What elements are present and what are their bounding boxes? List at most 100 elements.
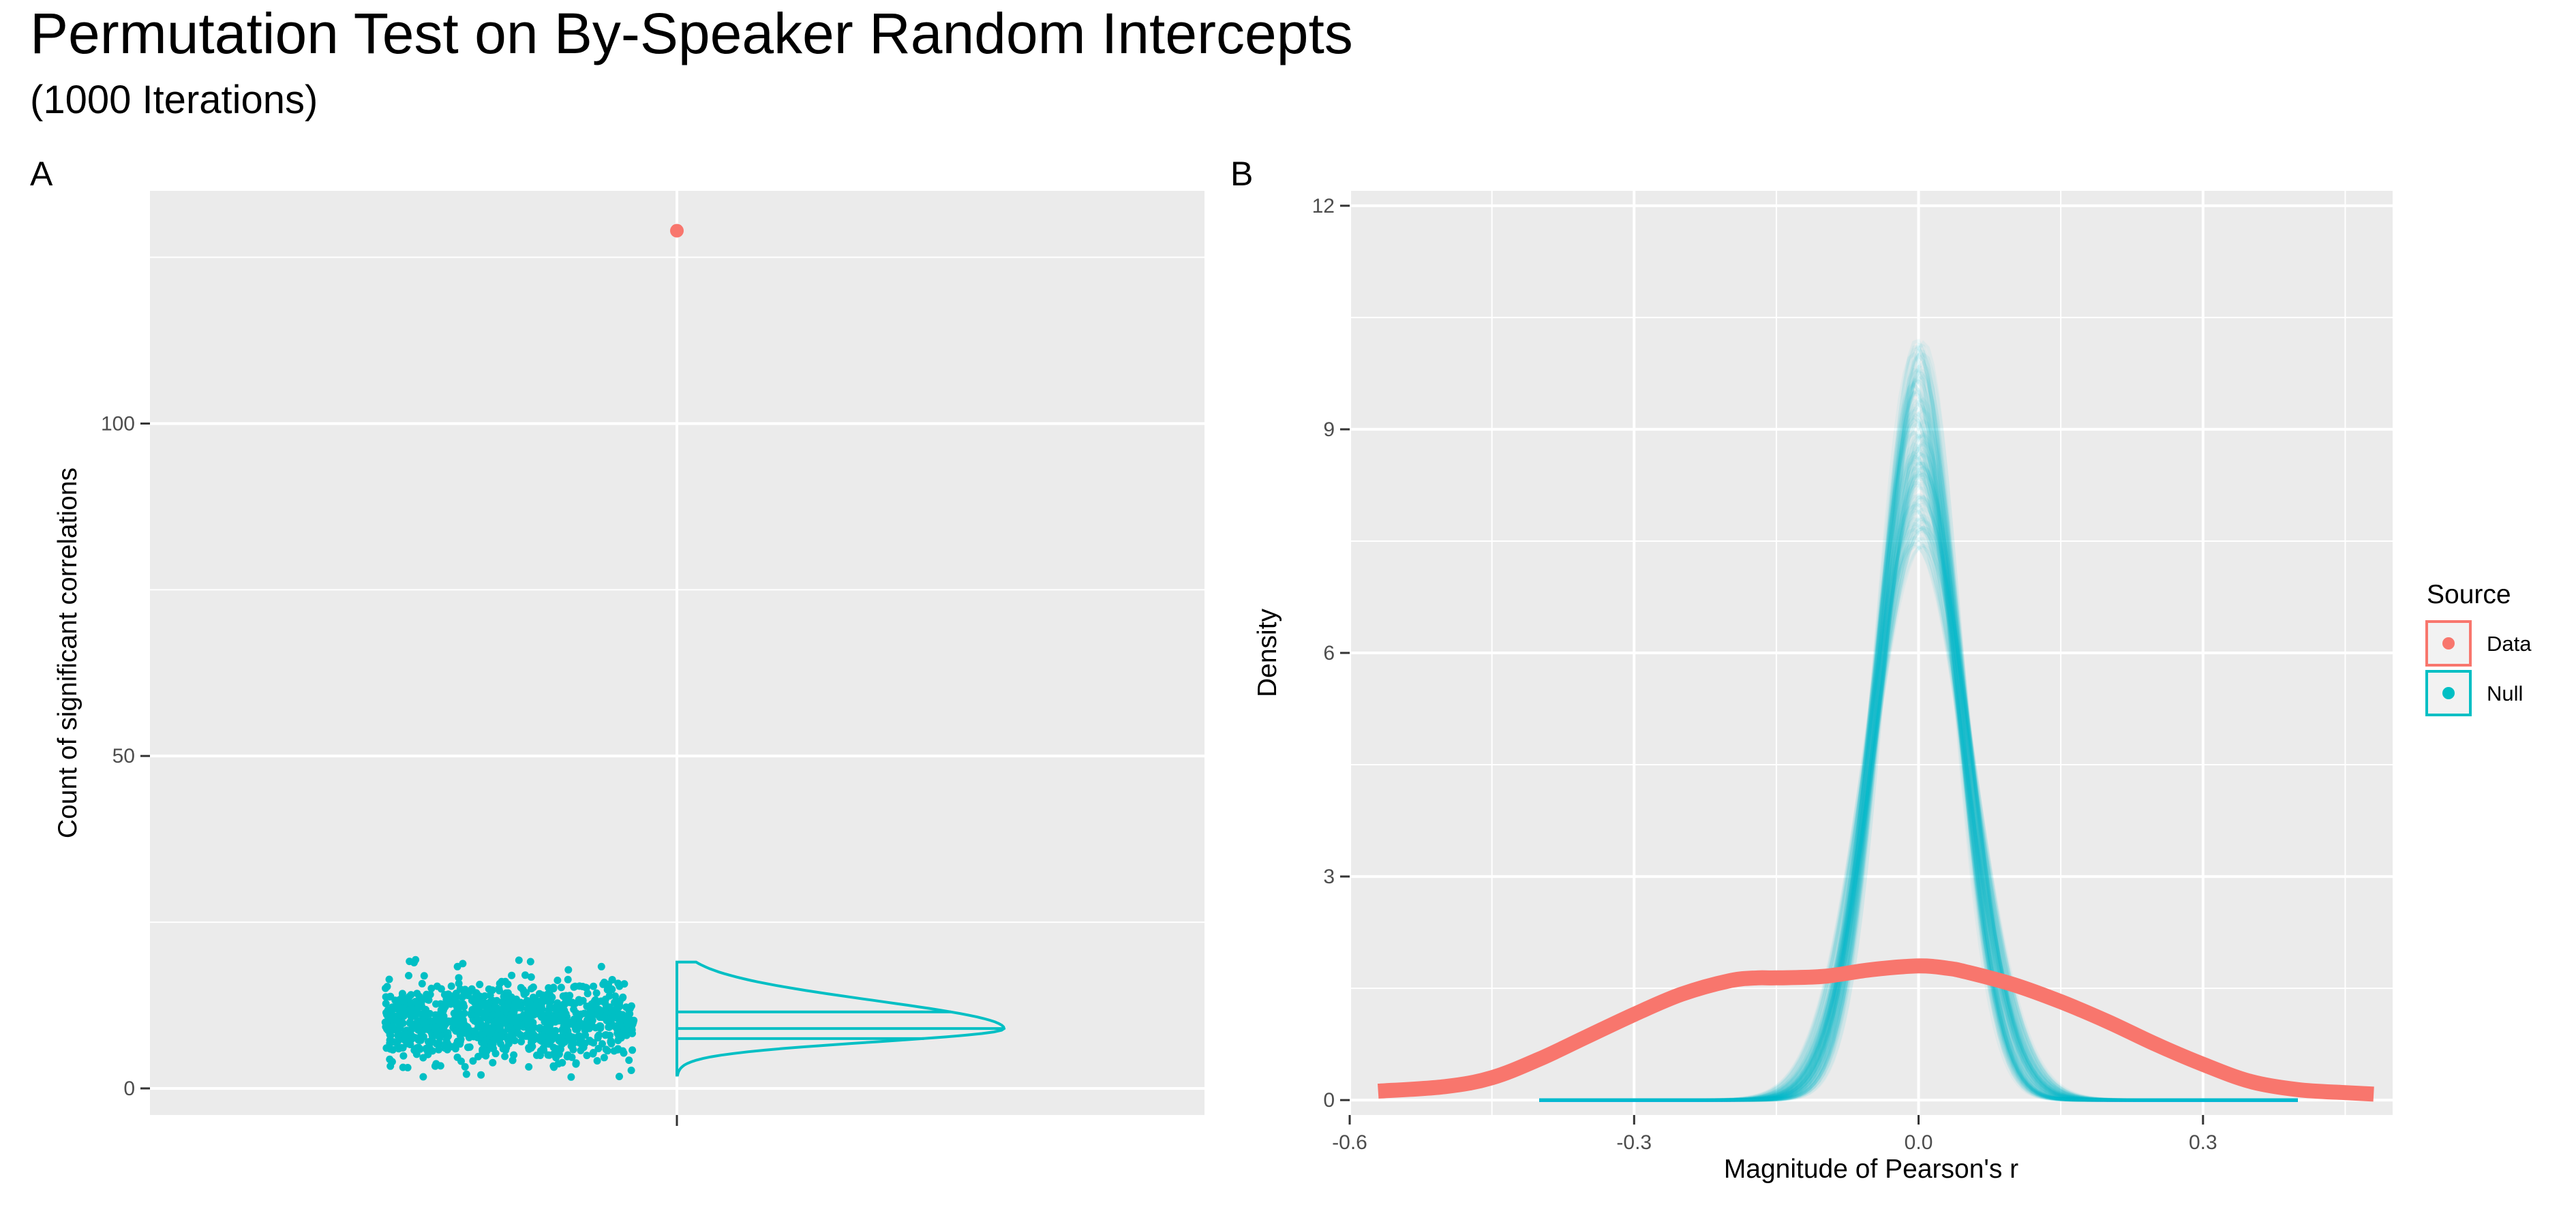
null-point <box>594 1045 603 1052</box>
null-density-curve <box>1539 418 2298 1102</box>
null-point <box>522 989 530 997</box>
null-point <box>468 985 476 993</box>
null-point <box>535 990 543 998</box>
null-point <box>461 1063 469 1071</box>
null-point <box>407 991 415 999</box>
null-point <box>536 1052 544 1059</box>
null-point <box>564 1051 572 1059</box>
null-point <box>569 1045 577 1054</box>
null-density-curve <box>1539 525 2298 1102</box>
null-point <box>440 991 449 998</box>
null-point <box>468 996 476 1005</box>
null-point <box>592 1000 601 1008</box>
null-point <box>628 1026 636 1034</box>
null-point <box>579 1043 588 1052</box>
null-density-curve <box>1539 529 2298 1102</box>
null-half-violin <box>676 960 1006 1077</box>
null-density-curve <box>1539 446 2298 1102</box>
null-point <box>455 1009 464 1018</box>
null-point <box>589 1049 597 1056</box>
null-point <box>454 1037 462 1045</box>
null-density-curve <box>1539 418 2298 1102</box>
null-point <box>477 1071 485 1079</box>
null-point <box>432 1031 440 1039</box>
null-point <box>596 1013 604 1021</box>
null-point <box>600 1054 608 1062</box>
null-point <box>511 1037 519 1045</box>
null-density-curve <box>1539 345 2298 1102</box>
null-density-curve <box>1539 367 2298 1102</box>
null-density-curve <box>1539 477 2298 1102</box>
panel-b-x-axis-title: Magnitude of Pearson's r <box>1724 1155 2018 1184</box>
null-point <box>399 1063 407 1071</box>
null-density-curve <box>1539 381 2298 1102</box>
null-point <box>498 1013 506 1022</box>
panel-b-y-ticks: 0 3 6 9 12 <box>1312 195 1350 1112</box>
null-density-curve <box>1539 481 2298 1102</box>
null-point <box>440 1018 448 1026</box>
null-point <box>595 1006 603 1013</box>
panel-b-grid <box>1348 191 2393 1115</box>
figure-subtitle: (1000 Iterations) <box>30 78 318 122</box>
null-point <box>489 1058 497 1067</box>
null-point <box>488 986 496 994</box>
null-point <box>385 975 393 983</box>
null-density-curve <box>1539 464 2298 1102</box>
null-point <box>618 994 626 1002</box>
null-point <box>441 1044 449 1052</box>
null-point <box>432 1039 440 1048</box>
null-point <box>594 1034 602 1042</box>
null-point <box>616 1073 623 1080</box>
null-point <box>597 962 605 971</box>
null-density-curve <box>1539 398 2298 1102</box>
null-density-curve <box>1539 345 2298 1102</box>
null-point <box>382 1044 391 1052</box>
null-point <box>533 998 541 1006</box>
null-point <box>524 1031 532 1039</box>
null-point <box>448 1018 456 1026</box>
null-point <box>608 1007 616 1014</box>
null-point <box>436 1000 444 1008</box>
null-density-curve <box>1539 352 2298 1102</box>
null-point <box>557 983 565 992</box>
null-point <box>584 990 592 998</box>
null-point <box>483 1026 491 1034</box>
null-point <box>587 1007 595 1015</box>
null-density-curve <box>1539 369 2298 1102</box>
null-point <box>510 1000 518 1008</box>
null-point <box>515 956 523 964</box>
null-point <box>405 972 412 979</box>
null-point <box>605 1015 613 1024</box>
null-density-curve <box>1539 431 2298 1102</box>
null-point <box>460 1003 468 1011</box>
null-point <box>412 956 420 964</box>
null-density-curve <box>1539 472 2298 1102</box>
panel-b-y-tick-label: 12 <box>1312 195 1335 217</box>
data-density-curve <box>1377 958 2374 1102</box>
panel-a-y-axis-title: Count of significant correlations <box>53 468 82 838</box>
null-density-curve <box>1539 361 2298 1102</box>
panel-a-y-tick-label: 100 <box>101 412 135 435</box>
legend: Data Null <box>2425 620 2532 716</box>
null-density-curve <box>1539 465 2298 1102</box>
null-density-curve <box>1539 528 2298 1102</box>
null-density-curve <box>1539 472 2298 1102</box>
null-point <box>583 1052 591 1060</box>
null-point <box>460 990 468 998</box>
null-density-curve <box>1539 465 2298 1102</box>
null-point <box>417 1031 425 1039</box>
null-point <box>564 966 573 974</box>
null-point <box>455 974 463 982</box>
null-density-curve <box>1539 494 2298 1102</box>
null-point <box>545 1040 553 1048</box>
null-point <box>575 1033 583 1040</box>
panel-b-x-tick-label: -0.6 <box>1332 1131 1367 1154</box>
null-density-curve <box>1539 373 2298 1102</box>
null-point <box>614 1037 622 1045</box>
null-point <box>586 1037 594 1045</box>
legend-item-null: Null <box>2425 670 2523 716</box>
null-point <box>599 980 607 988</box>
null-point <box>471 1030 479 1038</box>
null-point <box>581 983 590 992</box>
null-point <box>564 975 572 983</box>
